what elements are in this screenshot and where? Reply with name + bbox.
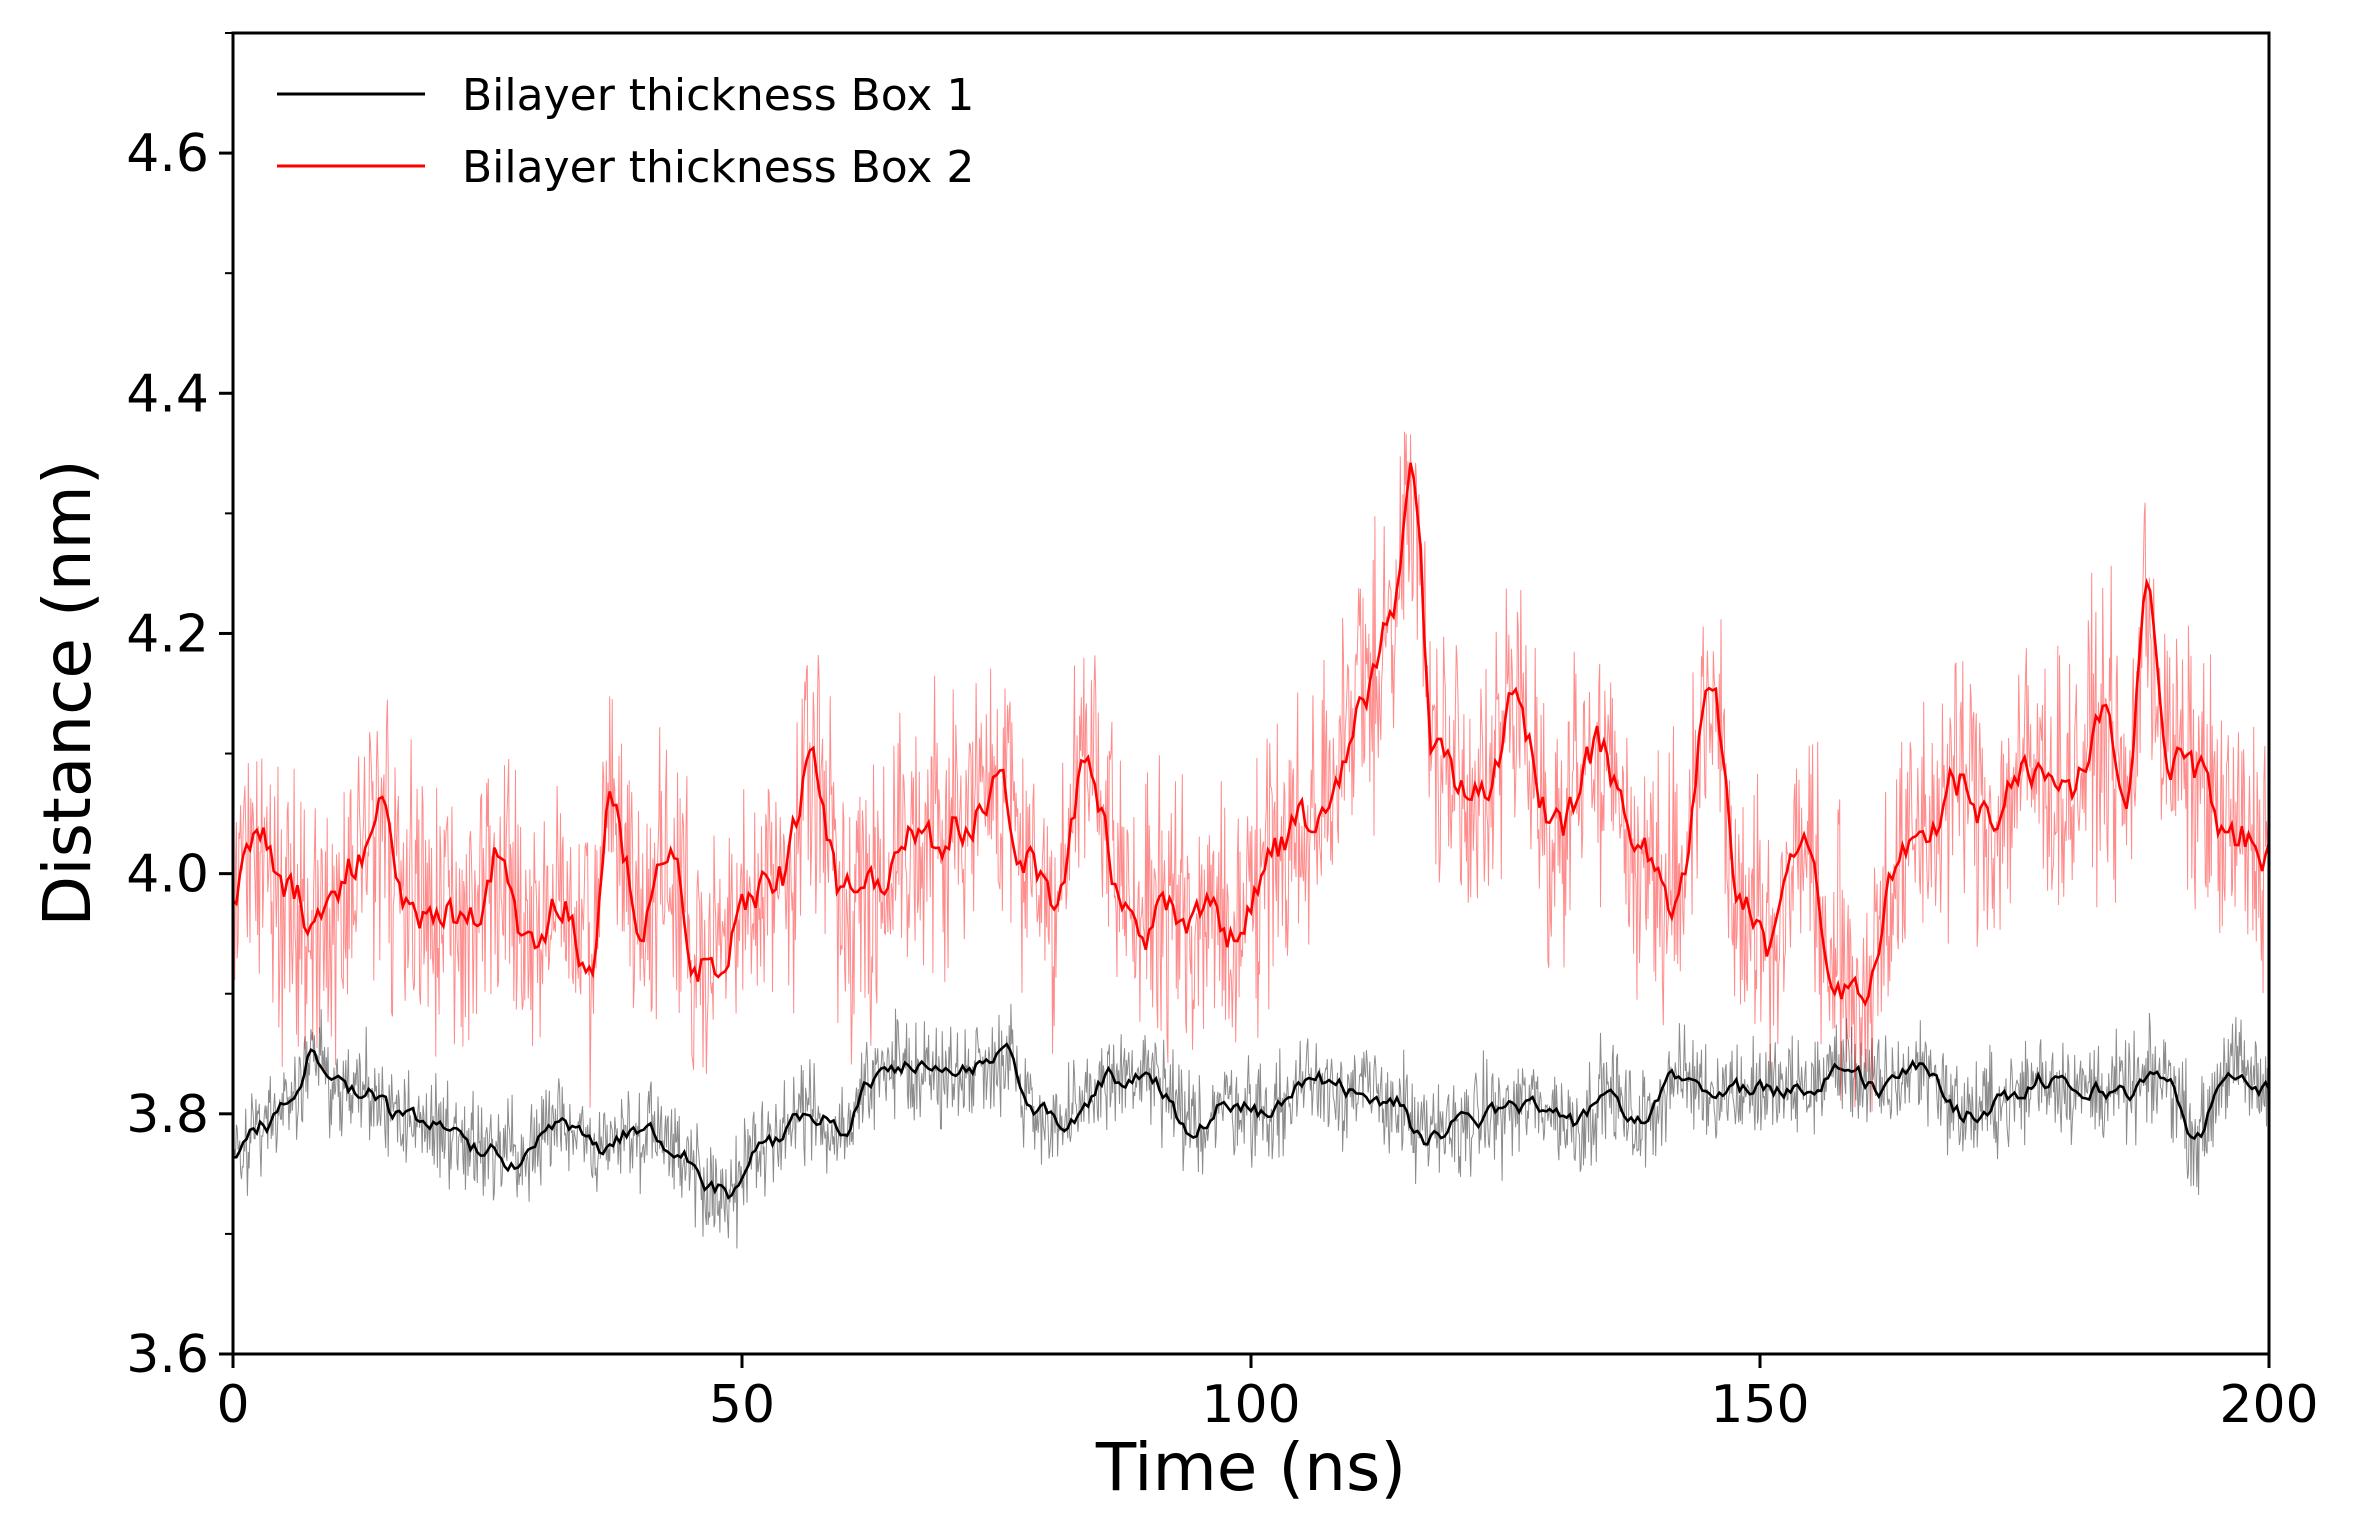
x-tick-label: 100 — [1201, 1375, 1300, 1435]
series-group-1 — [233, 1003, 2269, 1249]
y-tick-label: 4.0 — [126, 845, 209, 905]
x-tick-label: 150 — [1710, 1375, 1809, 1435]
series-layer — [233, 431, 2269, 1249]
ticks-layer: 0 50 100 150 200 3.6 3.8 4.0 4.2 4.4 4.6 — [126, 32, 2319, 1435]
x-axis-title: Time (ns) — [1095, 1429, 1406, 1506]
y-axis-title: Distance (nm) — [29, 459, 106, 926]
y-tick-label: 4.4 — [126, 364, 209, 424]
series-raw-line-1 — [233, 1003, 2269, 1249]
y-tick-label: 4.2 — [126, 604, 209, 664]
series-smoothed-line-1 — [233, 1042, 2269, 1200]
series-smoothed-line-2 — [233, 462, 2269, 1007]
series-group-2 — [233, 431, 2269, 1112]
legend-label-box-1: Bilayer thickness Box 1 — [462, 70, 974, 121]
legend-label-box-2: Bilayer thickness Box 2 — [462, 142, 974, 193]
series-raw-line-2 — [233, 431, 2269, 1112]
x-tick-label: 200 — [2219, 1375, 2318, 1435]
y-tick-label: 4.6 — [126, 124, 209, 184]
y-tick-label: 3.8 — [126, 1085, 209, 1145]
y-tick-label: 3.6 — [126, 1325, 209, 1385]
x-tick-label: 50 — [709, 1375, 775, 1435]
x-tick-label: 0 — [216, 1375, 249, 1435]
legend: Bilayer thickness Box 1 Bilayer thicknes… — [277, 70, 974, 193]
